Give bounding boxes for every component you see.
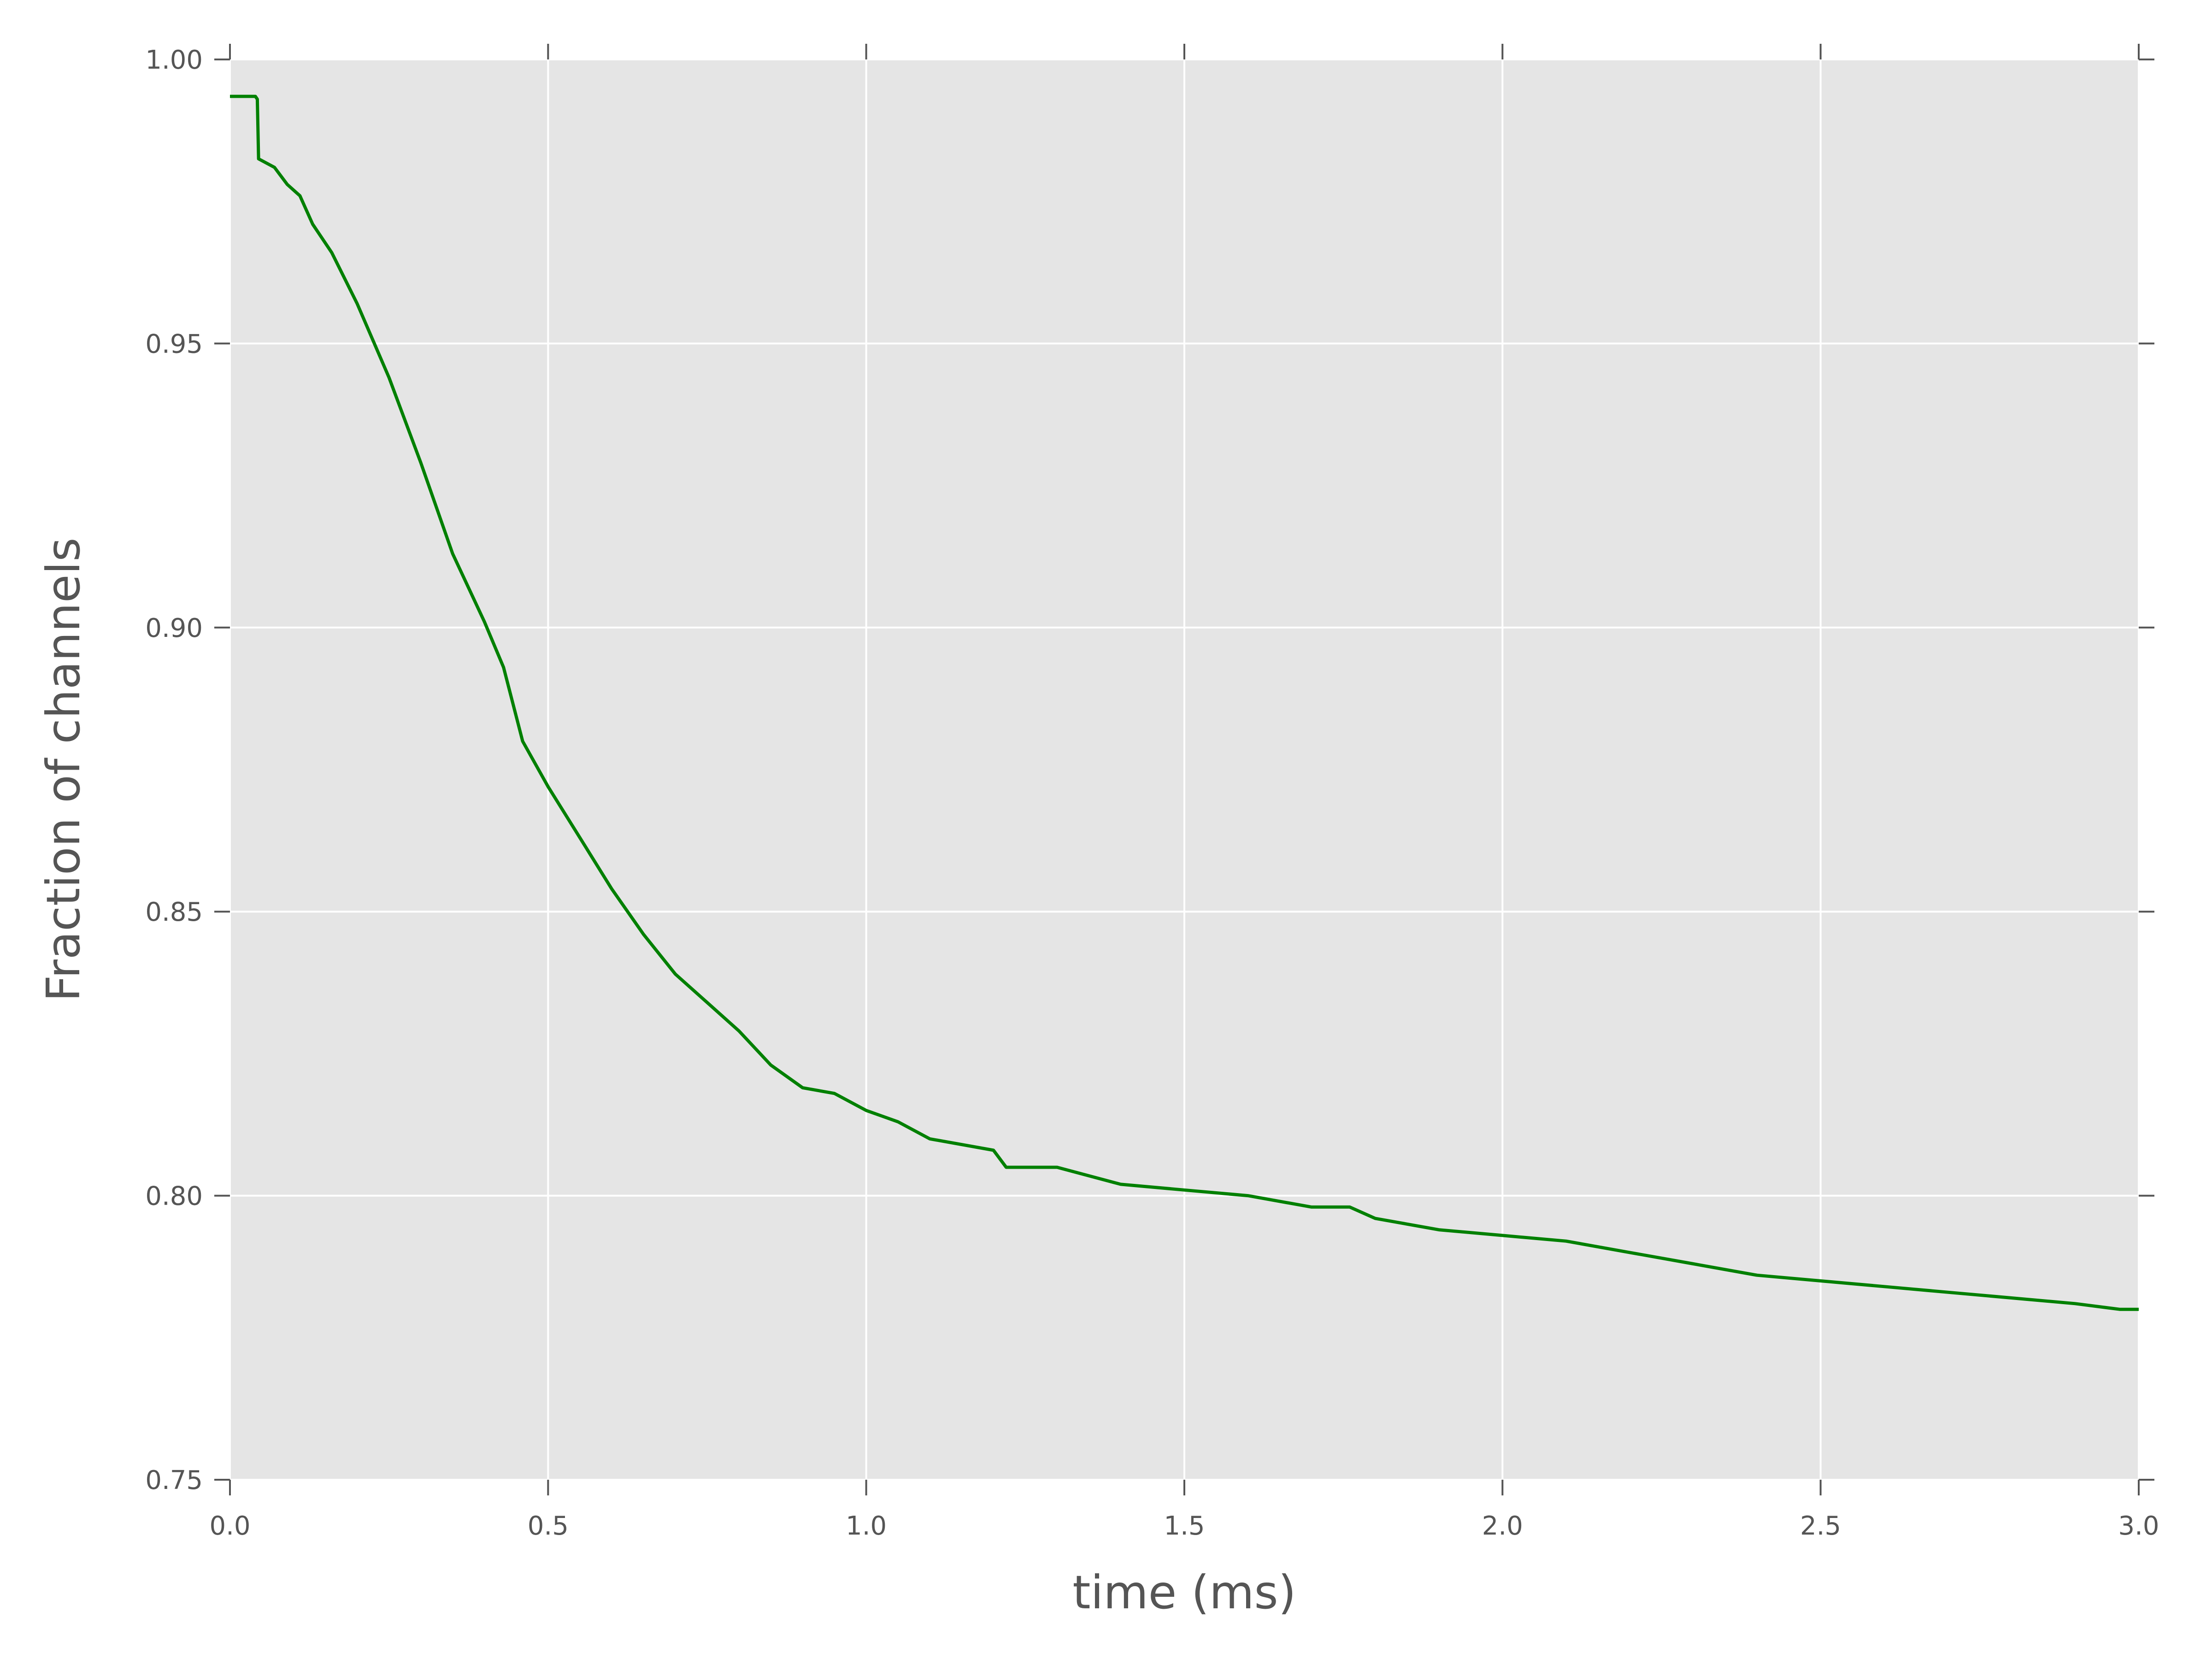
series-line xyxy=(230,94,2139,1311)
ticks xyxy=(214,44,2154,1495)
y-tick-label: 0.95 xyxy=(145,329,203,359)
x-tick-label: 2.5 xyxy=(1800,1511,1841,1541)
x-tick-labels: 0.0 0.5 1.0 1.5 2.0 2.5 3.0 xyxy=(209,1511,2159,1541)
y-tick-label: 0.75 xyxy=(145,1465,203,1495)
x-tick-label: 0.0 xyxy=(209,1511,250,1541)
y-tick-label: 0.80 xyxy=(145,1182,203,1212)
x-axis-label: time (ms) xyxy=(1072,1565,1296,1619)
x-tick-label: 0.5 xyxy=(528,1511,569,1541)
y-tick-label: 1.00 xyxy=(145,45,203,75)
y-axis-label: Fraction of channels xyxy=(36,538,90,1002)
x-tick-label: 2.0 xyxy=(1482,1511,1523,1541)
y-tick-labels: 0.75 0.80 0.85 0.90 0.95 1.00 xyxy=(145,45,203,1495)
y-tick-label: 0.85 xyxy=(145,897,203,927)
x-tick-label: 1.0 xyxy=(846,1511,887,1541)
y-tick-label: 0.90 xyxy=(145,613,203,643)
x-tick-label: 3.0 xyxy=(2118,1511,2159,1541)
series-group xyxy=(230,94,2139,1311)
x-tick-label: 1.5 xyxy=(1164,1511,1205,1541)
